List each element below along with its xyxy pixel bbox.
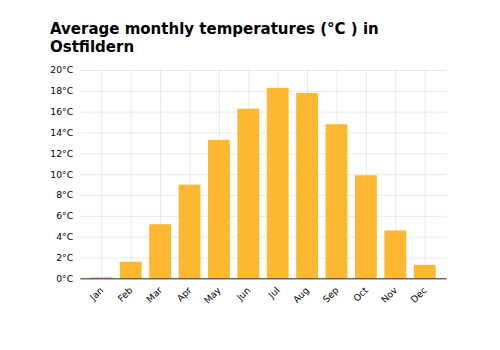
svg-text:May: May — [202, 284, 224, 306]
svg-text:Jul: Jul — [265, 284, 281, 300]
svg-text:8°C: 8°C — [56, 189, 73, 200]
html-text:Average monthly temperatures (: Average monthly temperatures (°C ) in Os… — [50, 20, 379, 56]
svg-text:Oct: Oct — [351, 284, 370, 303]
svg-text:Feb: Feb — [115, 284, 134, 303]
svg-text:Mar: Mar — [144, 284, 164, 304]
svg-text:Nov: Nov — [379, 284, 400, 305]
svg-text:0°C: 0°C — [56, 273, 73, 284]
svg-text:Jun: Jun — [234, 284, 253, 303]
svg-text:Sep: Sep — [320, 284, 340, 304]
svg-text:6°C: 6°C — [56, 210, 73, 221]
svg-text:Aug: Aug — [291, 284, 312, 305]
svg-text:18°C: 18°C — [50, 85, 73, 96]
svg-text:14°C: 14°C — [50, 127, 73, 138]
svg-text:Apr: Apr — [174, 284, 193, 303]
svg-text:12°C: 12°C — [50, 148, 73, 159]
svg-text:10°C: 10°C — [50, 169, 73, 180]
svg-text:4°C: 4°C — [56, 231, 73, 242]
svg-text:Dec: Dec — [408, 284, 428, 304]
svg-text:16°C: 16°C — [50, 106, 73, 117]
svg-text:Jan: Jan — [87, 284, 106, 303]
svg-text:20°C: 20°C — [50, 64, 73, 75]
svg-text:2°C: 2°C — [56, 252, 73, 263]
